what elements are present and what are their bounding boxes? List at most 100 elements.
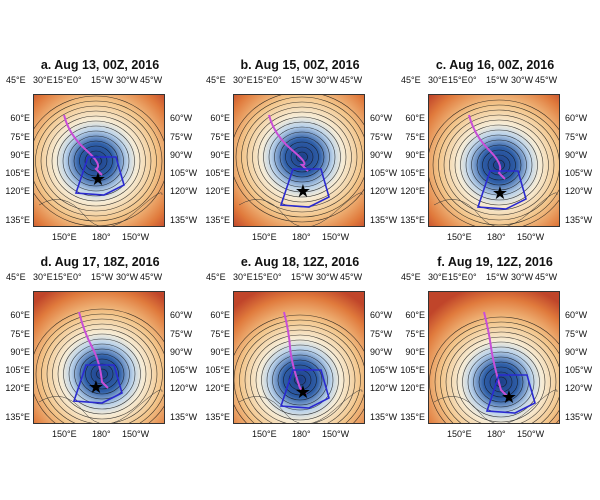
panel-title: c. Aug 16, 00Z, 2016	[435, 58, 555, 72]
map: ★	[30, 291, 174, 440]
contour	[272, 354, 328, 406]
contour	[478, 361, 524, 403]
contour	[90, 363, 114, 385]
study-region-box	[279, 168, 330, 208]
contour	[482, 149, 516, 181]
left-longitude-label: 120°E	[5, 383, 30, 393]
bottom-longitude-label: 150°E	[52, 429, 77, 439]
panel-title: d. Aug 17, 18Z, 2016	[40, 255, 160, 269]
star-icon: ★	[295, 181, 311, 201]
panel-title: f. Aug 19, 12Z, 2016	[437, 255, 553, 269]
contour	[277, 359, 323, 401]
right-longitude-label: 90°W	[370, 347, 393, 357]
cyclone-track	[268, 114, 309, 172]
right-longitude-label: 105°W	[370, 168, 398, 178]
panel-title: e. Aug 18, 12Z, 2016	[240, 255, 360, 269]
longitude-label: 30°W	[316, 272, 339, 282]
right-longitude-label: 135°W	[170, 215, 198, 225]
contour	[283, 364, 317, 396]
cyclone-track	[483, 311, 508, 397]
right-longitude-label: 105°W	[370, 365, 398, 375]
shading	[234, 292, 364, 423]
cyclone-track	[63, 114, 103, 176]
map-panel: c. Aug 16, 00Z, 2016 45°E 30°E 15°E 0° 15°W 30…	[395, 52, 595, 252]
map-panel: b. Aug 15, 00Z, 2016 45°E 30°E 15°E 0° 15°W 30…	[200, 52, 400, 252]
contour	[51, 120, 141, 202]
study-region-box	[279, 369, 330, 409]
left-longitude-label: 105°E	[205, 168, 230, 178]
right-longitude-label: 90°W	[565, 347, 588, 357]
right-longitude-label: 135°W	[170, 412, 198, 422]
contour	[68, 135, 124, 187]
longitude-label: 30°W	[511, 75, 534, 85]
bottom-longitude-label: 150°W	[517, 429, 545, 439]
longitude-label: 30°E	[233, 272, 253, 282]
contour	[62, 130, 130, 192]
left-longitude-label: 120°E	[400, 383, 425, 393]
right-longitude-label: 120°W	[170, 186, 198, 196]
right-longitude-label: 90°W	[565, 150, 588, 160]
right-longitude-label: 120°W	[370, 383, 398, 393]
map-panel: e. Aug 18, 12Z, 2016 45°E 30°E 15°E 0° 15°W 30…	[200, 249, 400, 449]
longitude-label: 45°E	[6, 75, 26, 85]
right-longitude-label: 60°W	[370, 113, 393, 123]
contour	[73, 140, 119, 182]
bottom-longitude-label: 150°E	[447, 429, 472, 439]
left-longitude-label: 90°E	[210, 150, 230, 160]
longitude-label: 15°W	[91, 272, 114, 282]
right-longitude-label: 120°W	[565, 186, 593, 196]
left-longitude-label: 60°E	[210, 113, 230, 123]
contour	[449, 119, 549, 211]
left-longitude-label: 135°E	[400, 215, 425, 225]
contour	[35, 105, 157, 217]
right-longitude-label: 135°W	[565, 215, 593, 225]
left-longitude-label: 75°E	[405, 132, 425, 142]
right-longitude-label: 75°W	[565, 329, 588, 339]
bottom-longitude-label: 150°W	[122, 429, 150, 439]
longitude-label: 45°E	[206, 272, 226, 282]
left-longitude-label: 75°E	[210, 329, 230, 339]
contour	[296, 151, 308, 163]
longitude-label: 15°W	[91, 75, 114, 85]
left-longitude-label: 75°E	[405, 329, 425, 339]
right-longitude-label: 75°W	[170, 132, 193, 142]
contour	[241, 101, 363, 213]
left-longitude-label: 105°E	[5, 168, 30, 178]
left-longitude-label: 135°E	[5, 215, 30, 225]
bottom-longitude-label: 150°W	[122, 232, 150, 242]
bottom-longitude-label: 150°E	[52, 232, 77, 242]
bottom-longitude-label: 180°	[92, 429, 111, 439]
left-longitude-label: 120°E	[205, 383, 230, 393]
contour	[274, 131, 330, 183]
longitude-label: 30°W	[316, 75, 339, 85]
contour	[74, 348, 130, 400]
right-longitude-label: 90°W	[170, 150, 193, 160]
contour	[79, 353, 125, 395]
left-longitude-label: 120°E	[400, 186, 425, 196]
longitude-label: 30°E	[428, 75, 448, 85]
contour	[40, 110, 152, 212]
longitude-label: 15°E	[448, 75, 468, 85]
longitude-label: 30°E	[428, 272, 448, 282]
bottom-longitude-label: 180°	[487, 429, 506, 439]
longitude-label: 30°W	[116, 272, 139, 282]
contour	[465, 134, 533, 196]
right-longitude-label: 60°W	[565, 310, 588, 320]
longitude-label: 15°E	[448, 272, 468, 282]
right-longitude-label: 135°W	[370, 412, 398, 422]
left-longitude-label: 120°E	[205, 186, 230, 196]
contour	[52, 328, 152, 420]
longitude-label: 15°E	[253, 272, 273, 282]
contour	[79, 145, 113, 177]
longitude-label: 15°E	[53, 75, 73, 85]
contour	[489, 371, 513, 393]
left-longitude-label: 90°E	[210, 347, 230, 357]
contour	[257, 116, 347, 198]
longitude-label: 45°W	[535, 272, 558, 282]
left-longitude-label: 105°E	[5, 365, 30, 375]
left-longitude-label: 75°E	[10, 329, 30, 339]
longitude-label: 30°E	[33, 75, 53, 85]
left-longitude-label: 135°E	[205, 412, 230, 422]
left-longitude-label: 135°E	[400, 412, 425, 422]
left-longitude-label: 105°E	[400, 365, 425, 375]
